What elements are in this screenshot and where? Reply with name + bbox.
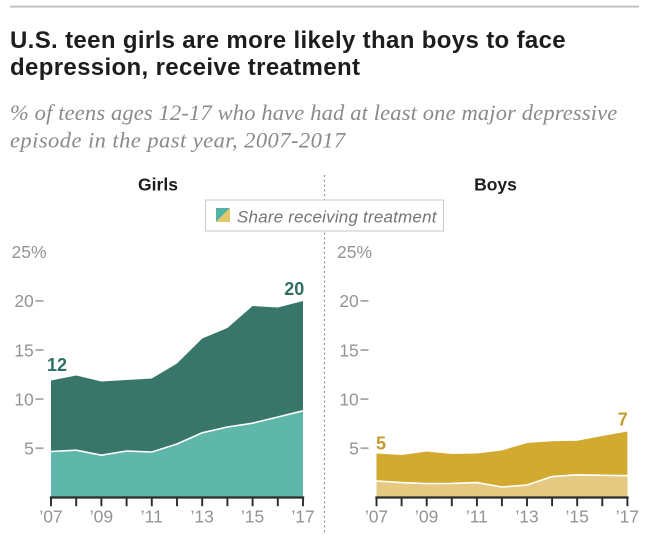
svg-text:10: 10 (14, 389, 34, 409)
svg-text:7: 7 (618, 410, 628, 430)
svg-text:’09: ’09 (90, 507, 113, 527)
svg-text:20: 20 (14, 291, 34, 311)
svg-text:’17: ’17 (616, 507, 639, 527)
svg-text:10: 10 (339, 389, 359, 409)
svg-text:Boys: Boys (474, 175, 517, 195)
svg-text:’13: ’13 (191, 507, 214, 527)
svg-text:12: 12 (47, 355, 67, 375)
svg-text:5: 5 (24, 439, 34, 459)
svg-text:20: 20 (339, 291, 359, 311)
svg-text:depression, receive treatment: depression, receive treatment (10, 54, 360, 81)
svg-text:% of teens ages 12-17 who have: % of teens ages 12-17 who have had at le… (10, 100, 617, 125)
svg-text:’09: ’09 (415, 507, 438, 527)
svg-text:25%: 25% (337, 242, 372, 262)
svg-text:Share receiving treatment: Share receiving treatment (237, 208, 438, 227)
svg-text:Girls: Girls (138, 175, 178, 195)
svg-text:’13: ’13 (515, 507, 538, 527)
svg-text:’07: ’07 (365, 507, 388, 527)
svg-text:15: 15 (339, 340, 358, 360)
svg-text:’11: ’11 (466, 507, 488, 527)
svg-text:’15: ’15 (566, 507, 589, 527)
svg-text:’07: ’07 (39, 507, 62, 527)
svg-text:25%: 25% (12, 242, 47, 262)
svg-text:’11: ’11 (141, 507, 163, 527)
svg-text:U.S. teen girls are more likel: U.S. teen girls are more likely than boy… (10, 27, 566, 54)
svg-text:20: 20 (284, 279, 304, 299)
svg-text:5: 5 (376, 434, 386, 454)
svg-text:’15: ’15 (241, 507, 264, 527)
svg-text:15: 15 (14, 340, 33, 360)
svg-text:5: 5 (349, 439, 359, 459)
svg-text:’17: ’17 (291, 507, 314, 527)
svg-text:episode in the past year, 2007: episode in the past year, 2007-2017 (10, 128, 347, 153)
